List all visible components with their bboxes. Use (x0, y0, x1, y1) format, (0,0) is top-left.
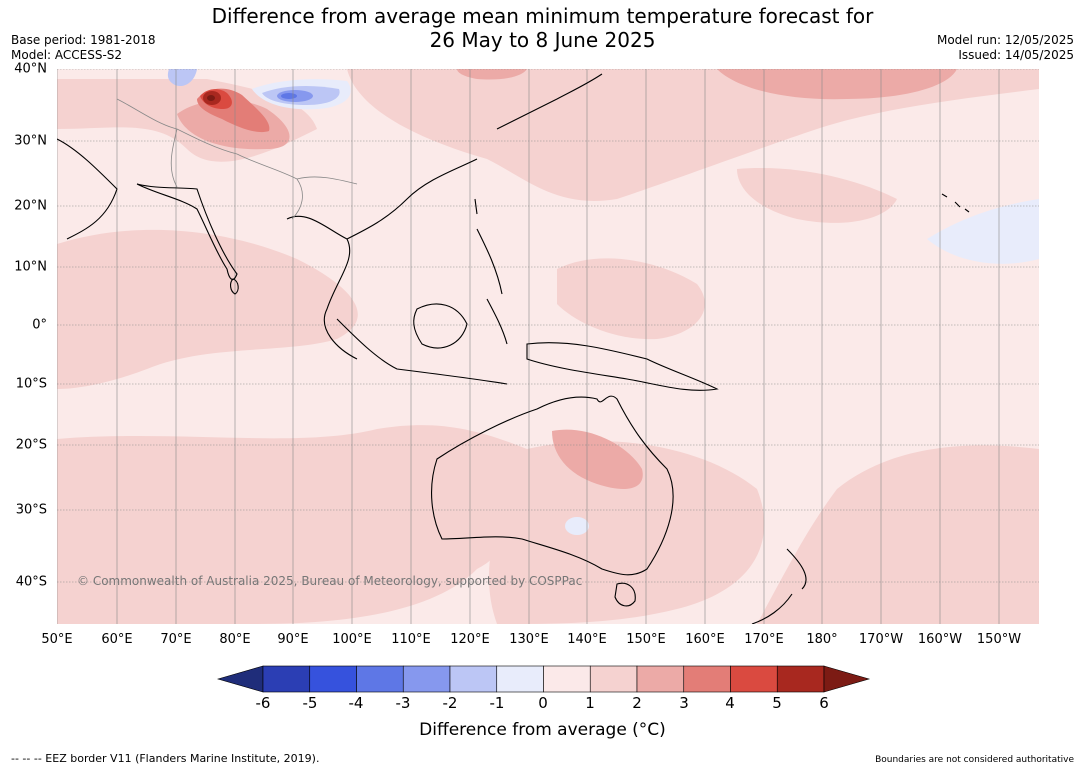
colorbar-cells (216, 665, 871, 693)
anomaly-shading (57, 69, 1039, 624)
lat-label-30n: 30°N (14, 133, 47, 149)
coastlines (57, 73, 970, 624)
lat-label-30s: 30°S (15, 502, 47, 518)
title-line-1: Difference from average mean minimum tem… (211, 4, 874, 28)
colorbar-cell (543, 665, 591, 693)
map-title: Difference from average mean minimum tem… (0, 4, 1085, 52)
lon-label-130e: 130°E (509, 632, 549, 647)
lat-label-0: 0° (32, 317, 47, 333)
colorbar-cell (589, 665, 638, 693)
colorbar-cell (683, 665, 731, 693)
lon-label-100e: 100°E (332, 632, 372, 647)
colorbar-cell (309, 665, 357, 693)
anomaly-map (57, 69, 1039, 624)
lon-label-50e: 50°E (41, 632, 73, 647)
eez-border-note: -- -- -- EEZ border V11 (Flanders Marine… (11, 752, 320, 765)
lon-label-70e: 70°E (160, 632, 192, 647)
colorbar-cell (636, 665, 685, 693)
colorbar-tick: 4 (725, 694, 735, 712)
copyright-notice: © Commonwealth of Australia 2025, Bureau… (77, 574, 583, 588)
colorbar-tick: 1 (585, 694, 595, 712)
colorbar-cell (730, 665, 778, 693)
meta-left: Base period: 1981-2018 Model: ACCESS-S2 (11, 33, 156, 63)
lon-label-170e: 170°E (744, 632, 784, 647)
lat-label-10s: 10°S (15, 376, 47, 392)
lon-label-120e: 120°E (450, 632, 490, 647)
colorbar-tick: -6 (255, 694, 271, 712)
lon-label-80e: 80°E (219, 632, 251, 647)
lon-label-160e: 160°E (685, 632, 725, 647)
lon-label-90e: 90°E (277, 632, 309, 647)
borders (116, 98, 358, 220)
title-line-2: 26 May to 8 June 2025 (429, 28, 656, 52)
colorbar-tick: 6 (819, 694, 829, 712)
lon-label-140e: 140°E (567, 632, 607, 647)
meridians (57, 69, 1000, 624)
lat-label-10n: 10°N (14, 259, 47, 275)
lon-label-110e: 110°E (391, 632, 431, 647)
lat-label-40s: 40°S (15, 574, 47, 590)
boundaries-disclaimer: Boundaries are not considered authoritat… (875, 755, 1074, 765)
lon-label-170w: 170°W (858, 632, 904, 647)
lat-label-40n: 40°N (14, 61, 47, 77)
colorbar-tick: -4 (348, 694, 364, 712)
lon-label-180: 180° (806, 632, 838, 647)
model-name: Model: ACCESS-S2 (11, 48, 123, 62)
issued-date: Issued: 14/05/2025 (958, 48, 1074, 62)
colorbar-tick: -3 (395, 694, 411, 712)
meta-right: Model run: 12/05/2025 Issued: 14/05/2025 (937, 33, 1074, 63)
colorbar-tick: -2 (442, 694, 458, 712)
lon-label-160w: 160°W (917, 632, 963, 647)
lon-label-150e: 150°E (626, 632, 666, 647)
colorbar-tick: 3 (679, 694, 689, 712)
colorbar-cell (449, 665, 498, 693)
colorbar-tick: -1 (489, 694, 505, 712)
colorbar-arrow-low (216, 665, 264, 693)
colorbar-cell (356, 665, 404, 693)
colorbar-cell (776, 665, 825, 693)
colorbar (216, 665, 871, 693)
colorbar-cell (262, 665, 311, 693)
base-period: Base period: 1981-2018 (11, 33, 156, 47)
colorbar-tick: 0 (538, 694, 548, 712)
colorbar-tick: 2 (632, 694, 642, 712)
colorbar-tick: 5 (772, 694, 782, 712)
lat-label-20n: 20°N (14, 198, 47, 214)
lon-label-150w: 150°W (976, 632, 1022, 647)
colorbar-cell (402, 665, 451, 693)
colorbar-label: Difference from average (°C) (419, 720, 666, 740)
colorbar-cell (496, 665, 544, 693)
model-run: Model run: 12/05/2025 (936, 33, 1074, 47)
colorbar-tick: -5 (302, 694, 318, 712)
lat-label-20s: 20°S (15, 437, 47, 453)
colorbar-arrow-high (823, 665, 871, 693)
graticule (57, 69, 1039, 624)
lon-label-60e: 60°E (101, 632, 133, 647)
